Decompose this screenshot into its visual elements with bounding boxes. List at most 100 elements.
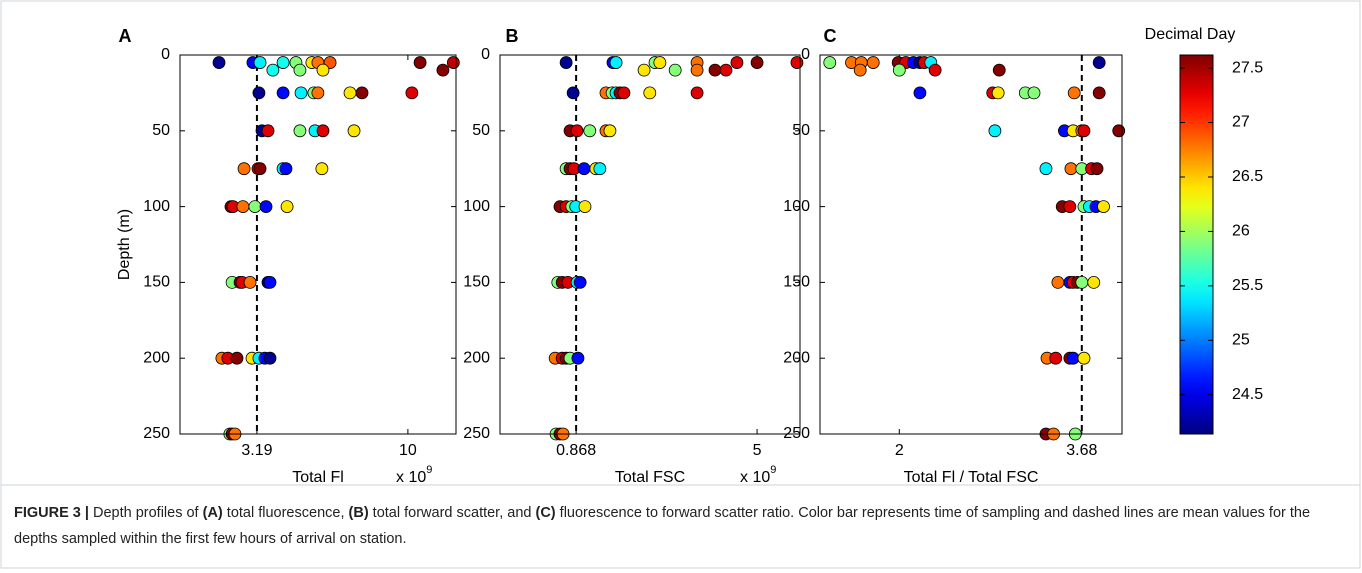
point	[230, 351, 244, 365]
point	[253, 56, 267, 69]
x-tick-label: 2	[895, 442, 904, 459]
point	[578, 200, 592, 214]
point	[559, 56, 573, 69]
axes-box	[499, 54, 801, 435]
point	[280, 200, 294, 214]
y-tick-label: 50	[792, 122, 810, 139]
point	[750, 56, 764, 69]
point	[316, 124, 330, 138]
point	[1092, 86, 1106, 100]
point	[637, 63, 651, 77]
point	[690, 63, 704, 77]
point	[343, 86, 357, 100]
x-multiplier: x 109	[396, 464, 432, 486]
x-multiplier-base: x 10	[740, 469, 770, 486]
point	[263, 351, 277, 365]
point	[276, 86, 290, 100]
point	[1112, 124, 1126, 138]
point	[719, 63, 733, 77]
point	[571, 351, 585, 365]
y-tick-label: 50	[152, 122, 170, 139]
caption-bold: (B)	[348, 505, 369, 521]
point	[730, 56, 744, 69]
y-tick-label: 250	[143, 425, 170, 442]
point	[253, 162, 267, 176]
point	[892, 63, 906, 77]
point	[643, 86, 657, 100]
point	[992, 63, 1006, 77]
point	[1077, 351, 1091, 365]
panel-label: B	[506, 26, 519, 46]
point	[1092, 56, 1106, 69]
point	[690, 86, 704, 100]
point	[237, 162, 251, 176]
point	[1049, 351, 1063, 365]
point	[593, 162, 607, 176]
point	[617, 86, 631, 100]
colorbar-title: Decimal Day	[1145, 26, 1236, 43]
panel-label: A	[119, 26, 132, 46]
point	[603, 124, 617, 138]
y-tick-label: 200	[783, 349, 810, 366]
point	[259, 200, 273, 214]
point	[1087, 275, 1101, 289]
colorbar-tick-label: 25	[1232, 332, 1250, 349]
point	[653, 56, 667, 69]
caption-text: fluorescence to forward scatter ratio. C…	[14, 505, 1311, 547]
x-tick-label: 3.68	[1066, 442, 1097, 459]
caption-text: Depth profiles of	[88, 505, 203, 521]
y-tick-label: 100	[143, 198, 170, 215]
point	[1067, 86, 1081, 100]
point	[436, 63, 450, 77]
y-tick-label: 0	[481, 46, 490, 63]
colorbar-tick-label: 25.5	[1232, 277, 1263, 294]
point	[276, 56, 290, 69]
point	[236, 200, 250, 214]
point	[405, 86, 419, 100]
y-tick-label: 0	[801, 46, 810, 63]
x-tick-label: 0.868	[556, 442, 596, 459]
point	[1097, 200, 1110, 214]
caption-bold: FIGURE 3 |	[14, 505, 89, 521]
y-tick-label: 50	[472, 122, 490, 139]
point	[355, 86, 369, 100]
colorbar-tick-label: 26	[1232, 223, 1250, 240]
caption: FIGURE 3 | Depth profiles of (A) total f…	[14, 500, 1334, 552]
y-axis-label: Depth (m)	[116, 209, 133, 280]
colorbar-tick-label: 24.5	[1232, 386, 1263, 403]
y-tick-label: 150	[143, 274, 170, 291]
point	[853, 63, 867, 77]
y-tick-label: 200	[463, 349, 490, 366]
point	[988, 124, 1002, 138]
point	[991, 86, 1005, 100]
point	[583, 124, 597, 138]
point	[913, 86, 927, 100]
caption-bold: (C)	[535, 505, 556, 521]
point	[577, 162, 591, 176]
x-axis-label: Total FSC	[615, 469, 685, 486]
point	[293, 124, 307, 138]
point	[1027, 86, 1041, 100]
x-multiplier-base: x 10	[396, 469, 426, 486]
point	[866, 56, 880, 69]
point	[928, 63, 942, 77]
point	[212, 56, 226, 69]
point	[570, 124, 584, 138]
y-tick-label: 100	[783, 198, 810, 215]
point	[1077, 124, 1091, 138]
y-tick-label: 150	[783, 274, 810, 291]
x-tick-label: 5	[753, 442, 762, 459]
point	[294, 86, 308, 100]
point	[311, 86, 325, 100]
x-tick-label: 3.19	[241, 442, 272, 459]
point	[1064, 162, 1078, 176]
point	[1066, 351, 1080, 365]
point	[263, 275, 277, 289]
x-multiplier: x 109	[740, 464, 776, 486]
point	[708, 63, 722, 77]
point	[1051, 275, 1065, 289]
y-tick-label: 200	[143, 349, 170, 366]
point	[243, 275, 257, 289]
